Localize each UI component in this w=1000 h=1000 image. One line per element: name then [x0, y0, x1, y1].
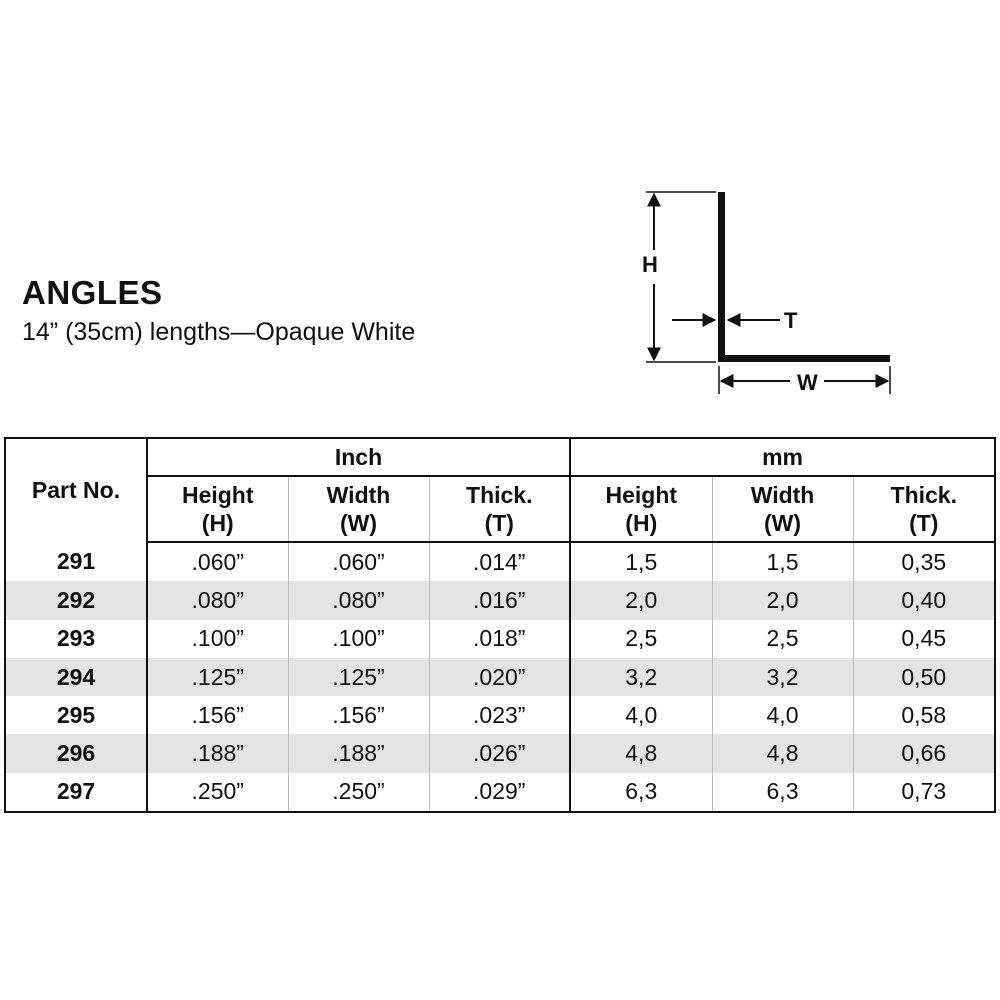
inch-width: .080”	[287, 581, 429, 620]
height-label: H	[642, 252, 658, 277]
thickness-label: T	[784, 308, 798, 333]
inch-height: .060”	[146, 542, 288, 582]
mm-height-header: Height (H)	[569, 476, 713, 543]
mm-height: 2,0	[569, 581, 713, 620]
mm-thickness: 0,35	[852, 542, 996, 582]
table-row: 294 .125” .125” .020” 3,2 3,2 0,50	[5, 657, 996, 697]
inch-thickness: .023”	[428, 696, 571, 735]
angles-spec-table: Part No. Inch mm Height (H) Width (W) Thic…	[4, 437, 997, 814]
mm-width: 4,0	[711, 696, 854, 735]
mm-thickness-header: Thick. (T)	[852, 476, 996, 543]
mm-thickness: 0,45	[852, 619, 996, 658]
mm-thickness: 0,50	[852, 657, 996, 697]
table-row: 293 .100” .100” .018” 2,5 2,5 0,45	[5, 619, 996, 658]
inch-width-header: Width (W)	[287, 476, 429, 543]
angle-vertical-leg	[718, 192, 725, 362]
mm-height: 3,2	[569, 657, 713, 697]
part-number: 296	[5, 734, 148, 773]
mm-width: 2,5	[711, 619, 854, 658]
inch-thickness-header: Thick. (T)	[428, 476, 571, 543]
mm-height: 1,5	[569, 542, 713, 582]
mm-thickness: 0,58	[852, 696, 996, 735]
part-no-header: Part No.	[5, 438, 148, 542]
inch-thickness: .018”	[428, 619, 571, 658]
inch-height: .125”	[146, 657, 288, 697]
inch-thickness: .016”	[428, 581, 571, 620]
mm-width: 1,5	[711, 542, 854, 582]
width-label: W	[797, 370, 818, 395]
table-row: 297 .250” .250” .029” 6,3 6,3 0,73	[5, 772, 996, 813]
mm-height: 2,5	[569, 619, 713, 658]
part-number: 293	[5, 619, 148, 658]
angle-horizontal-leg	[718, 355, 890, 362]
inch-thickness: .014”	[428, 542, 571, 582]
mm-thickness: 0,73	[852, 772, 996, 813]
inch-width: .060”	[287, 542, 429, 582]
inch-width: .156”	[287, 696, 429, 735]
mm-width: 3,2	[711, 657, 854, 697]
inch-thickness: .026”	[428, 734, 571, 773]
mm-width: 6,3	[711, 772, 854, 813]
part-number: 297	[5, 772, 148, 813]
table-row: 292 .080” .080” .016” 2,0 2,0 0,40	[5, 581, 996, 620]
inch-width: .100”	[287, 619, 429, 658]
mm-width-header: Width (W)	[711, 476, 854, 543]
angle-profile-diagram: H T W	[642, 191, 891, 395]
page-title: ANGLES	[22, 274, 163, 311]
inch-height: .100”	[146, 619, 288, 658]
part-number: 294	[5, 657, 148, 697]
mm-group-header: mm	[569, 438, 996, 477]
inch-height: .080”	[146, 581, 288, 620]
inch-thickness: .029”	[428, 772, 571, 813]
mm-width: 2,0	[711, 581, 854, 620]
mm-height: 6,3	[569, 772, 713, 813]
inch-thickness: .020”	[428, 657, 571, 697]
inch-width: .125”	[287, 657, 429, 697]
mm-height: 4,8	[569, 734, 713, 773]
table-row: 295 .156” .156” .023” 4,0 4,0 0,58	[5, 696, 996, 735]
inch-height-header: Height (H)	[146, 476, 288, 543]
inch-group-header: Inch	[145, 438, 571, 477]
mm-height: 4,0	[569, 696, 713, 735]
inch-height: .156”	[146, 696, 288, 735]
inch-width: .188”	[287, 734, 429, 773]
mm-width: 4,8	[711, 734, 854, 773]
mm-thickness: 0,40	[852, 581, 996, 620]
table-row: 291 .060” .060” .014” 1,5 1,5 0,35	[5, 542, 996, 582]
page-subtitle: 14” (35cm) lengths—Opaque White	[22, 318, 416, 346]
part-number: 291	[5, 542, 148, 582]
part-number: 295	[5, 696, 148, 735]
inch-height: .250”	[146, 772, 288, 813]
inch-height: .188”	[146, 734, 288, 773]
table-row: 296 .188” .188” .026” 4,8 4,8 0,66	[5, 734, 996, 773]
mm-thickness: 0,66	[852, 734, 996, 773]
inch-width: .250”	[287, 772, 429, 813]
part-number: 292	[5, 581, 148, 620]
